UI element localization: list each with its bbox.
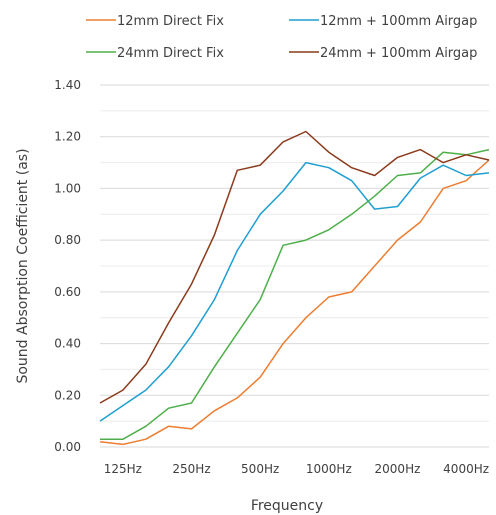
y-tick-label: 1.00 xyxy=(54,181,81,195)
gridlines xyxy=(100,84,489,448)
x-tick-label: 1000Hz xyxy=(306,462,352,476)
series-line-24mm-direct-fix xyxy=(100,148,490,440)
legend-item: 12mm + 100mm Airgap xyxy=(289,14,477,29)
y-tick-label: 1.20 xyxy=(54,130,81,144)
legend-label: 24mm + 100mm Airgap xyxy=(320,46,477,61)
legend-item: 24mm Direct Fix xyxy=(86,46,224,61)
legend-label: 12mm Direct Fix xyxy=(117,14,224,29)
x-tick-label: 2000Hz xyxy=(375,462,421,476)
series-line-24mm-100mm-airgap xyxy=(99,130,490,404)
y-tick-label: 0.00 xyxy=(54,440,81,454)
x-tick-label: 500Hz xyxy=(241,462,279,476)
legend-label: 24mm Direct Fix xyxy=(117,46,224,61)
y-tick-label: 0.80 xyxy=(54,233,81,247)
series-line-12mm-direct-fix xyxy=(99,159,490,446)
legend-label: 12mm + 100mm Airgap xyxy=(320,14,477,29)
series-line-12mm-100mm-airgap xyxy=(99,161,490,422)
x-tick-label: 250Hz xyxy=(172,462,210,476)
y-tick-label: 0.20 xyxy=(54,388,81,402)
legend: 12mm Direct Fix 12mm + 100mm Airgap 24mm D… xyxy=(86,14,477,61)
y-tick-label: 1.40 xyxy=(54,78,81,92)
y-axis-title: Sound Absorption Coefficient (as) xyxy=(15,148,31,383)
y-axis-ticks: 0.00 0.20 0.40 0.60 0.80 1.00 1.20 1.40 xyxy=(54,78,81,454)
x-tick-label: 125Hz xyxy=(104,462,142,476)
legend-item: 12mm Direct Fix xyxy=(86,14,224,29)
y-tick-label: 0.40 xyxy=(54,337,81,351)
legend-item: 24mm + 100mm Airgap xyxy=(289,46,477,61)
x-tick-label: 4000Hz xyxy=(443,462,489,476)
series-lines xyxy=(99,130,490,446)
y-tick-label: 0.60 xyxy=(54,285,81,299)
x-axis-ticks: 125Hz 250Hz 500Hz 1000Hz 2000Hz 4000Hz xyxy=(104,462,489,476)
x-axis-title: Frequency xyxy=(251,498,323,514)
